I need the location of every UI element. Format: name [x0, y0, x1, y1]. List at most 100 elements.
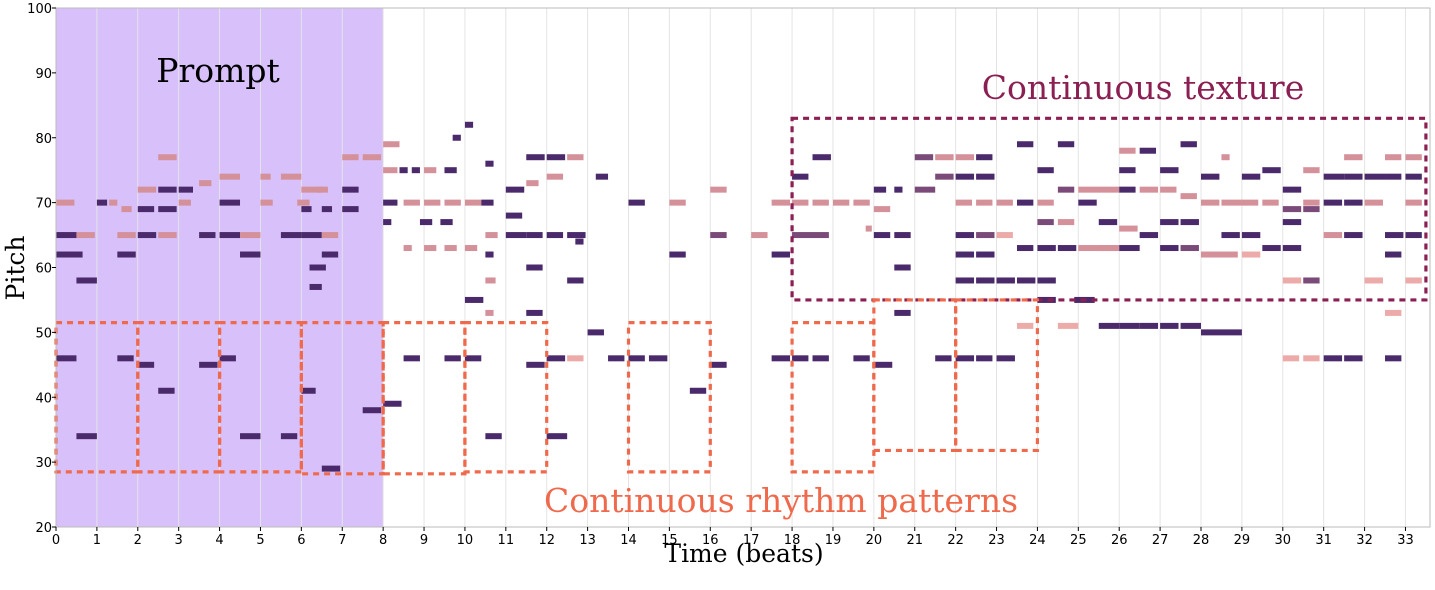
note — [1098, 219, 1118, 226]
x-tick-label: 11 — [498, 533, 515, 548]
note — [1078, 245, 1116, 252]
x-tick-label: 32 — [1356, 533, 1373, 548]
note — [56, 199, 75, 206]
note — [1037, 245, 1056, 252]
note — [1180, 141, 1197, 148]
note — [76, 277, 97, 284]
note — [1016, 322, 1034, 329]
note — [444, 199, 461, 206]
note — [399, 167, 408, 174]
note — [1303, 167, 1320, 174]
note — [1385, 154, 1402, 161]
note — [383, 167, 398, 174]
note — [1160, 322, 1179, 329]
note — [1098, 245, 1120, 252]
note — [485, 232, 498, 239]
note — [444, 167, 457, 174]
note — [452, 134, 461, 141]
y-tick-label: 80 — [35, 132, 52, 147]
note — [792, 232, 829, 239]
note — [321, 232, 339, 239]
note — [199, 361, 218, 368]
note — [440, 219, 453, 226]
note — [424, 167, 437, 174]
x-tick-label: 0 — [52, 533, 60, 548]
note — [771, 199, 791, 206]
note — [914, 154, 934, 161]
note — [1262, 167, 1281, 174]
x-tick-label: 12 — [538, 533, 555, 548]
note — [1201, 173, 1220, 180]
note — [178, 186, 193, 193]
note — [1303, 355, 1320, 362]
note — [1016, 277, 1036, 284]
x-tick-label: 33 — [1397, 533, 1414, 548]
note — [1057, 219, 1075, 226]
note — [648, 355, 668, 362]
note — [894, 186, 903, 193]
note — [792, 355, 809, 362]
note — [485, 251, 494, 258]
x-tick-label: 9 — [420, 533, 428, 548]
x-tick-label: 1 — [93, 533, 101, 548]
note — [240, 232, 261, 239]
note — [321, 206, 333, 213]
note — [117, 251, 136, 258]
note — [1344, 173, 1363, 180]
note — [1385, 309, 1402, 316]
note — [56, 355, 77, 362]
x-tick-label: 28 — [1193, 533, 1210, 548]
x-tick-label: 25 — [1070, 533, 1087, 548]
note — [1364, 277, 1383, 284]
note — [158, 232, 177, 239]
note — [96, 199, 108, 206]
y-axis-title: Pitch — [1, 236, 30, 301]
note — [383, 400, 402, 407]
x-tick-label: 10 — [457, 533, 474, 548]
note — [976, 173, 995, 180]
note — [1405, 277, 1422, 284]
x-tick-label: 3 — [175, 533, 183, 548]
note — [121, 206, 132, 213]
note — [914, 186, 936, 193]
note — [996, 199, 1013, 206]
rhythm-box — [217, 321, 303, 474]
note — [1180, 245, 1199, 252]
note — [955, 251, 975, 258]
note — [955, 173, 975, 180]
note — [1221, 154, 1230, 161]
note — [873, 361, 893, 368]
note — [526, 361, 545, 368]
note — [321, 251, 339, 258]
continuous-texture-label: Continuous texture — [982, 68, 1304, 107]
note — [342, 154, 359, 161]
x-tick-label: 19 — [825, 533, 842, 548]
note — [219, 232, 241, 239]
note — [219, 199, 241, 206]
y-tick-label: 60 — [35, 262, 52, 277]
x-tick-label: 13 — [579, 533, 596, 548]
x-tick-label: 30 — [1275, 533, 1292, 548]
x-tick-label: 2 — [134, 533, 142, 548]
note — [158, 206, 177, 213]
continuous-rhythm-label: Continuous rhythm patterns — [544, 481, 1018, 520]
note — [628, 199, 645, 206]
x-tick-label: 14 — [620, 533, 637, 548]
note — [1282, 245, 1302, 252]
y-tick-label: 70 — [35, 197, 52, 212]
note — [1119, 147, 1136, 154]
note — [342, 186, 359, 193]
note — [1323, 173, 1345, 180]
rhythm-box — [463, 321, 549, 474]
note — [403, 245, 412, 252]
note — [1160, 167, 1179, 174]
note — [873, 186, 887, 193]
note — [1282, 355, 1300, 362]
note — [710, 232, 727, 239]
note — [464, 296, 484, 303]
note — [1201, 329, 1242, 336]
note — [751, 232, 768, 239]
rhythm-box — [626, 321, 712, 474]
note — [832, 199, 850, 206]
